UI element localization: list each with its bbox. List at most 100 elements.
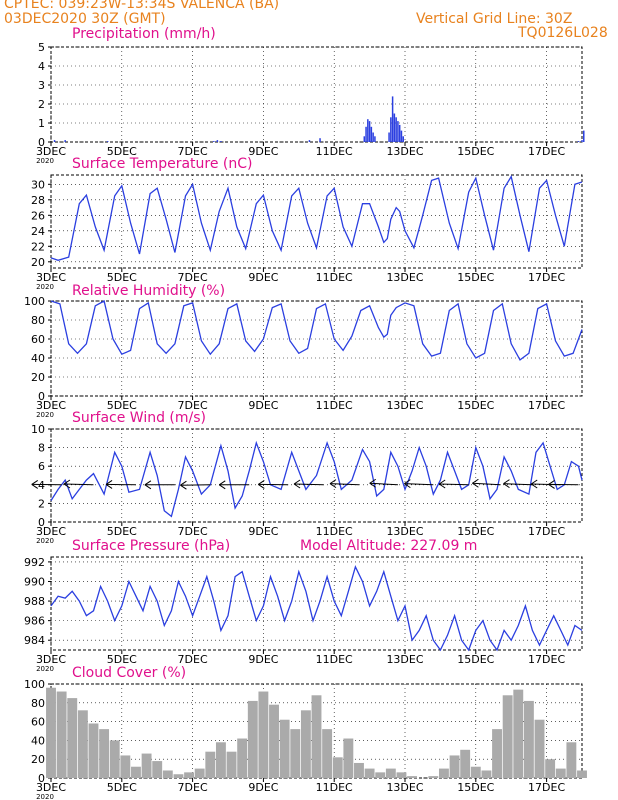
cloud-bar [269, 704, 279, 778]
pressure-xtick-label: 17DEC [528, 653, 565, 666]
pressure-ytick-label: 990 [24, 575, 45, 588]
precip-ytick-label: 5 [38, 41, 45, 54]
cloud-bar [258, 691, 269, 778]
wind-year-label: 2020 [36, 537, 54, 545]
precip-bar [368, 121, 371, 142]
pressure-ytick-label: 992 [24, 556, 45, 569]
cloud-ytick-label: 60 [31, 716, 45, 729]
cloud-bar [162, 770, 173, 778]
wind-arrow [503, 483, 533, 486]
temp-ytick-label: 24 [31, 225, 45, 238]
cloud-ytick-label: 0 [38, 772, 45, 785]
precip-frame [50, 46, 583, 143]
cloud-bar [226, 751, 237, 778]
cloud-bar [407, 776, 418, 778]
cloud-xtick-label: 5DEC [107, 781, 137, 794]
wind-arrowhead [63, 479, 71, 489]
cloud-xtick-label: 3DEC [36, 781, 66, 794]
temp-xtick-label: 5DEC [107, 271, 137, 284]
cloud-bar [300, 710, 311, 778]
temp-year-label: 2020 [36, 283, 54, 291]
cloud-bar [545, 759, 556, 778]
precip-bar [397, 121, 399, 142]
precip-ytick-label: 2 [38, 98, 45, 111]
wind-arrowhead [105, 479, 113, 489]
temp-ytick-label: 26 [31, 209, 45, 222]
humidity-xtick-label: 3DEC [36, 399, 66, 412]
station-header: CPTEC: 039:23W-13:34S VALENCA (BA) [4, 0, 280, 12]
wind-arrowhead [258, 479, 265, 489]
cloud-bar [109, 740, 120, 778]
temp-ytick-label: 22 [31, 240, 45, 253]
precip-bar [393, 113, 396, 142]
cloud-xtick-label: 13DEC [386, 781, 423, 794]
wind-arrowhead [438, 479, 446, 489]
temp-xtick-label: 9DEC [248, 271, 278, 284]
cloud-bar [120, 755, 131, 778]
wind-arrow [369, 482, 398, 486]
pressure-year-label: 2020 [36, 665, 54, 673]
precip-bar [390, 117, 392, 142]
wind-arrowhead [404, 479, 411, 489]
model-altitude: Model Altitude: 227.09 m [300, 538, 478, 554]
cloud-bar [141, 753, 152, 778]
pressure-ytick-label: 988 [24, 595, 45, 608]
wind-xtick-label: 13DEC [386, 525, 423, 538]
cloud-year-label: 2020 [36, 793, 54, 800]
wind-arrowhead [180, 480, 187, 490]
wind-xtick-label: 15DEC [457, 525, 494, 538]
precip-title: Precipitation (mm/h) [72, 26, 216, 42]
wind-arrowhead [329, 479, 337, 489]
cloud-bar [375, 772, 386, 778]
cloud-ytick-label: 80 [31, 697, 45, 710]
precip-bar [395, 117, 397, 142]
temp-xtick-label: 17DEC [528, 271, 565, 284]
cloud-bar [555, 768, 566, 778]
cloud-bar [215, 742, 226, 778]
temp-xtick-label: 11DEC [316, 271, 353, 284]
precip-bar [583, 130, 585, 142]
wind-xtick-label: 3DEC [36, 525, 66, 538]
wind-arrowhead [530, 479, 538, 489]
precip-bar [220, 141, 222, 142]
cloud-bar [152, 761, 163, 778]
cloud-bar [46, 687, 56, 778]
precip-xtick-label: 3DEC [36, 145, 66, 158]
pressure-ytick-label: 986 [24, 615, 45, 628]
wind-title: Surface Wind (m/s) [72, 410, 206, 426]
wind-arrow [63, 483, 94, 486]
cloud-xtick-label: 15DEC [457, 781, 494, 794]
wind-arrow [294, 483, 324, 486]
wind-arrowhead [369, 478, 377, 488]
precip-bar [581, 140, 583, 142]
humidity-ytick-label: 40 [31, 352, 45, 365]
wind-xtick-label: 17DEC [528, 525, 565, 538]
cloud-bar [290, 729, 301, 778]
precip-xtick-label: 11DEC [316, 145, 353, 158]
pressure-xtick-label: 7DEC [178, 653, 208, 666]
humidity-xtick-label: 7DEC [178, 399, 208, 412]
wind-arrowhead [31, 479, 39, 489]
cloud-bar [396, 772, 407, 778]
precip-bar [577, 141, 580, 142]
cloud-bar [247, 700, 258, 778]
cloud-bar [322, 729, 333, 778]
pressure-frame [50, 556, 583, 651]
precip-ytick-label: 4 [38, 60, 45, 73]
wind-ytick-label: 8 [38, 442, 45, 455]
wind-ytick-label: 10 [31, 423, 45, 436]
cloud-ytick-label: 20 [31, 753, 45, 766]
cloud-xtick-label: 17DEC [528, 781, 565, 794]
precip-bar [367, 119, 369, 142]
cloud-bar [88, 723, 99, 778]
wind-arrow [472, 482, 501, 486]
precip-bar [402, 136, 404, 142]
wind-ytick-label: 2 [38, 497, 45, 510]
humidity-title: Relative Humidity (%) [72, 283, 226, 299]
pressure-xtick-label: 15DEC [457, 653, 494, 666]
cloud-bar [438, 768, 449, 778]
cloud-bar [311, 695, 322, 778]
cloud-bar [279, 719, 290, 778]
precip-xtick-label: 7DEC [178, 145, 208, 158]
wind-arrowhead [472, 478, 479, 488]
